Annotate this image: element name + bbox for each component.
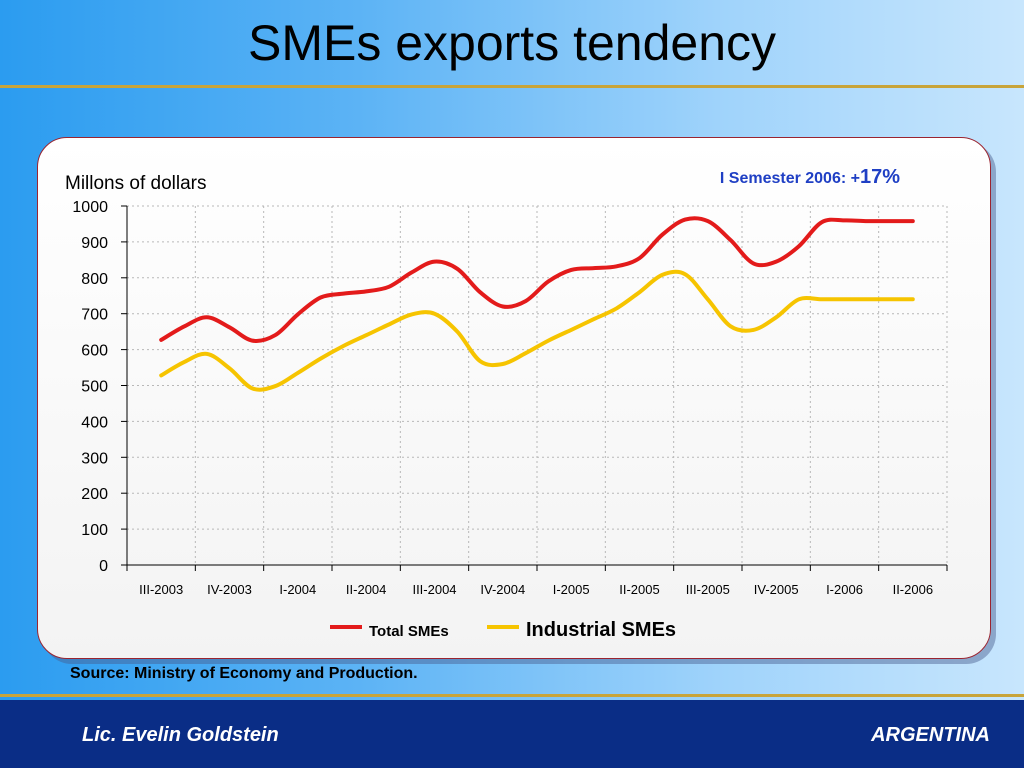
y-tick-label: 500 [81,379,108,396]
series-line-total-smes [159,216,915,343]
legend-label-industrial: Industrial SMEs [526,619,676,641]
title-divider [0,85,1024,88]
x-tick-label: II-2004 [346,582,386,597]
footer-bar: Lic. Evelin Goldstein ARGENTINA [0,700,1024,768]
axis-layer: 0 100 200 300 400 500 600 700 800 900 1000 III-2003… [72,199,948,597]
x-tick-label: IV-2003 [207,582,252,597]
x-tick-label: II-2005 [619,582,659,597]
growth-annotation: I Semester 2006: +17% [720,166,900,188]
y-tick-label: 700 [81,307,108,324]
x-tick-label: I-2004 [279,582,316,597]
source-note: Source: Ministry of Economy and Producti… [70,665,418,682]
series-layer [159,216,915,392]
author-name: Lic. Evelin Goldstein [82,724,279,746]
legend-label-total: Total SMEs [369,623,449,640]
x-tick-label: III-2004 [412,582,456,597]
x-tick-label: III-2003 [139,582,183,597]
footer-divider [0,694,1024,697]
x-tick-label: I-2006 [826,582,863,597]
slide-title: SMEs exports tendency [247,15,777,71]
x-tick-label: I-2005 [553,582,590,597]
y-axis-label: Millons of dollars [65,173,207,194]
x-tick-label: III-2005 [686,582,730,597]
x-tick-label: IV-2005 [754,582,799,597]
x-tick-label: II-2006 [893,582,933,597]
annotation-value: 17% [860,166,900,188]
chart-card [37,137,991,659]
legend: Total SMEs Industrial SMEs [330,619,676,641]
y-tick-label: 900 [81,235,108,252]
grid-layer [127,205,948,565]
y-tick-label: 600 [81,343,108,360]
y-tick-label: 400 [81,414,108,431]
annotation-prefix: I Semester 2006: + [720,170,860,187]
x-tick-label: IV-2004 [480,582,525,597]
y-tick-label: 1000 [72,199,108,216]
y-tick-label: 0 [99,558,108,575]
y-tick-label: 300 [81,450,108,467]
country-label: ARGENTINA [871,724,990,746]
y-tick-label: 200 [81,486,108,503]
y-tick-label: 800 [81,271,108,288]
y-tick-label: 100 [81,522,108,539]
series-line-industrial-smes [159,269,915,392]
